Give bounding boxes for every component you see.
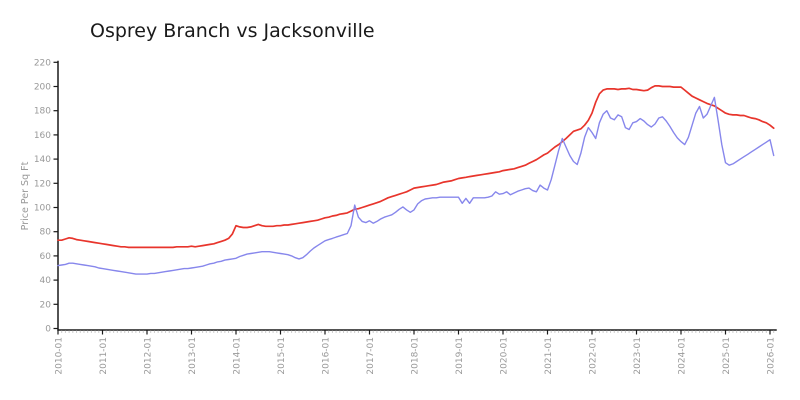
- x-tick-label: 2018-01: [411, 337, 421, 375]
- x-tick-label: 2012-01: [144, 337, 154, 375]
- y-tick-label: 180: [34, 107, 51, 117]
- x-tick-label: 2016-01: [322, 337, 332, 375]
- y-tick-label: 120: [34, 179, 51, 189]
- x-tick-label: 2014-01: [233, 337, 243, 375]
- y-tick-label: 140: [34, 155, 51, 165]
- y-tick-label: 160: [34, 131, 51, 141]
- y-tick-label: 100: [34, 204, 51, 214]
- x-tick-label: 2019-01: [455, 337, 465, 375]
- x-tick-label: 2024-01: [678, 337, 688, 375]
- x-tick-label: 2025-01: [722, 337, 732, 375]
- x-tick-label: 2015-01: [277, 337, 287, 375]
- jacksonville-line: [57, 85, 775, 249]
- y-tick-label: 0: [45, 325, 51, 335]
- x-tick-label: 2026-01: [767, 337, 777, 375]
- axes-spines: [57, 60, 777, 331]
- x-tick-label: 2010-01: [55, 337, 65, 375]
- x-tick-label: 2020-01: [500, 337, 510, 375]
- x-tick-label: 2011-01: [99, 337, 109, 375]
- y-tick-label: 40: [40, 276, 52, 286]
- y-tick-label: 80: [40, 228, 52, 238]
- x-tick-label: 2017-01: [366, 337, 376, 375]
- chart-title: Osprey Branch vs Jacksonville: [90, 20, 375, 42]
- y-tick-label: 20: [40, 300, 52, 310]
- y-axis-title: Price Per Sq Ft: [20, 161, 31, 230]
- x-tick-label: 2023-01: [633, 337, 643, 375]
- x-tick-label: 2021-01: [544, 337, 554, 375]
- y-tick-label: 60: [40, 252, 52, 262]
- x-tick-label: 2022-01: [589, 337, 599, 375]
- y-tick-label: 200: [34, 83, 51, 93]
- osprey-branch-line: [57, 96, 775, 275]
- y-tick-label: 220: [34, 58, 51, 68]
- x-tick-label: 2013-01: [188, 337, 198, 375]
